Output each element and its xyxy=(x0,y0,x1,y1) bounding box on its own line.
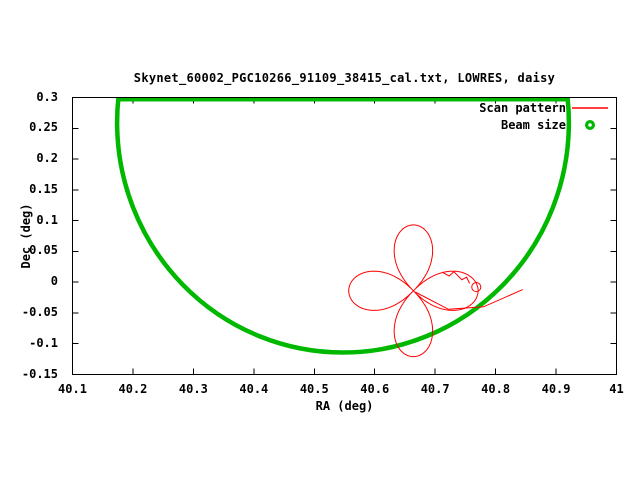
x-tick-label: 40.4 xyxy=(239,382,269,396)
y-tick-label: 0 xyxy=(50,274,58,289)
legend-label-scan-pattern: Scan pattern xyxy=(479,100,566,115)
beam-size-ellipse xyxy=(114,97,572,355)
y-tick-label: -0.1 xyxy=(29,335,58,350)
scan-pattern-curve xyxy=(348,224,524,358)
y-tick-label: 0.2 xyxy=(36,151,58,166)
x-tick-label: 40.3 xyxy=(178,382,208,396)
legend: Scan pattern Beam size xyxy=(479,99,610,133)
x-tick-label: 40.7 xyxy=(420,382,450,396)
legend-row-scan-pattern: Scan pattern xyxy=(479,99,610,116)
x-axis-label: RA (deg) xyxy=(315,399,374,413)
y-tick-label: -0.15 xyxy=(21,366,58,381)
y-tick-label: 0.1 xyxy=(36,212,58,227)
plot-border xyxy=(72,97,617,375)
daisy-rose-path xyxy=(348,224,479,358)
legend-label-beam-size: Beam size xyxy=(500,117,566,132)
y-tick-label: 0.15 xyxy=(29,181,58,196)
legend-sample-line-icon xyxy=(570,101,610,115)
scan-entry-tail xyxy=(414,289,524,310)
scan-glitch-loop xyxy=(471,282,482,293)
chart-title: Skynet_60002_PGC10266_91109_38415_cal.tx… xyxy=(133,71,556,85)
x-tick-label: 40.8 xyxy=(481,382,511,396)
y-axis-label: Dec (deg) xyxy=(19,203,33,269)
x-tick-label: 40.1 xyxy=(58,382,87,396)
axis-ticks xyxy=(72,97,617,375)
y-tick-label: 0.25 xyxy=(29,120,58,135)
x-tick-label: 41 xyxy=(609,382,624,396)
x-tick-label: 40.5 xyxy=(299,382,329,396)
y-tick-label: -0.05 xyxy=(21,304,58,319)
x-tick-label: 40.2 xyxy=(118,382,148,396)
x-tick-label: 40.6 xyxy=(360,382,390,396)
legend-row-beam-size: Beam size xyxy=(479,116,610,133)
y-tick-label: 0.05 xyxy=(29,243,58,258)
scan-wiggle xyxy=(442,271,471,284)
legend-sample-point-icon xyxy=(570,118,610,132)
y-tick-label: 0.3 xyxy=(36,89,58,104)
beam-size-circle xyxy=(114,97,572,355)
x-tick-label: 40.9 xyxy=(541,382,571,396)
